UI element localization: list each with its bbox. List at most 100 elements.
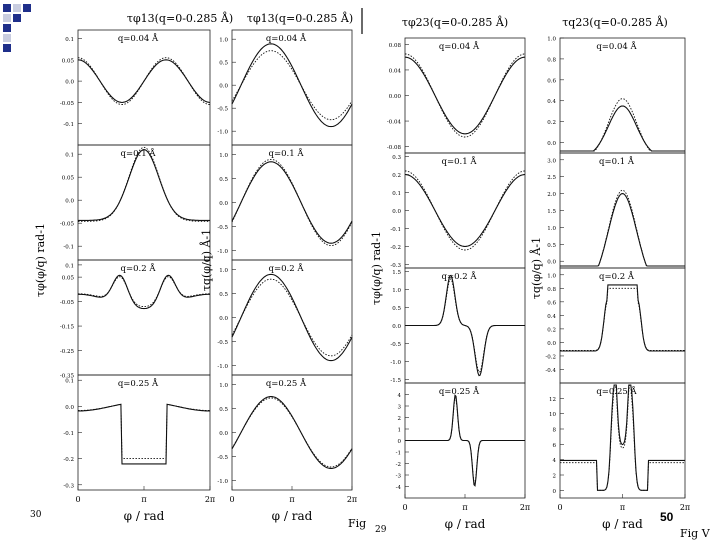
y-tick-label: -0.1: [390, 227, 401, 233]
panel-label: q=0.1 Å: [442, 155, 478, 167]
chart-panel: q=0.1 Å0.10.050.0-0.05-0.1: [60, 144, 211, 261]
series-line-dotted: [560, 384, 685, 491]
panel-frame: [559, 37, 686, 154]
x-axis-label: φ / rad: [124, 509, 165, 523]
y-tick-label: -0.05: [60, 300, 75, 306]
series-line-dotted: [231, 158, 353, 247]
series-line-solid: [405, 394, 525, 487]
y-tick-label: 0: [553, 489, 557, 495]
chart-panel: q=0.25 Å 1.0 0.5 0.0 -0.5 -1.0: [217, 374, 353, 491]
y-tick-label: 1.0: [547, 37, 556, 43]
panel-frame: [404, 37, 526, 154]
y-tick-label: 0.0: [392, 209, 401, 215]
chart-panel: q=0.04 Å 0.1 0.05 0.0 -0.05 -0.1: [60, 29, 211, 146]
panel-label: q=0.04 Å: [118, 32, 159, 44]
y-tick-label: 0: [398, 439, 402, 445]
x-tick-label: 0: [75, 495, 80, 504]
y-tick-label: 0.0: [65, 199, 74, 205]
y-tick-label: 0.5: [219, 292, 228, 298]
y-axis-label: τq(φ/q) Å-1: [199, 229, 213, 291]
panel-frame: [77, 144, 211, 261]
series-line-solid: [78, 274, 210, 310]
y-tick-label: 0.05: [62, 58, 75, 64]
panel-frame: [231, 29, 353, 146]
series-line-dotted: [405, 53, 525, 138]
chart-panel: q=0.1 Å 1.0 0.5 0.0 -0.5 -1.0: [217, 144, 353, 261]
panel-frame: [559, 152, 686, 269]
y-tick-label: -0.4: [545, 368, 556, 374]
series-line-dotted: [231, 50, 353, 121]
y-tick-label: 0.2: [392, 173, 401, 179]
chart-panel: q=0.25 Å 0.1 0.0 -0.1 -0.2 -0.3: [63, 374, 211, 491]
chart-panel: q=0.1 Å 3.0 2.5 2.0 1.5 1.0 0.5 0.0: [547, 152, 686, 269]
y-tick-label: 0.6: [547, 78, 556, 84]
series-line-solid: [405, 174, 525, 247]
y-tick-label: 1.5: [547, 209, 556, 215]
y-tick-label: 0.5: [219, 177, 228, 183]
chart-panel: q=0.2 Å 1.0 0.8 0.6 0.4 0.2 0.0 -0.2 -0.4: [545, 267, 686, 384]
y-axis-label: τφ(φ/q) rad-1: [370, 231, 383, 305]
figure-title: τφ13(q=0-0.285 Å): [247, 11, 353, 25]
series-line-dotted: [560, 189, 685, 267]
y-tick-label: -4: [396, 485, 402, 491]
divider-line: [361, 8, 363, 34]
fig-label-left: Fig: [348, 517, 366, 530]
series-line-dotted: [560, 98, 685, 152]
y-tick-label: -0.35: [60, 374, 75, 380]
series-line-solid: [231, 396, 353, 469]
panel-label: q=0.25 Å: [118, 377, 159, 389]
y-tick-label: 0.1: [392, 191, 401, 197]
y-tick-label: 6: [553, 443, 557, 449]
figure-tau-phi-23: τφ23(q=0-0.285 Å) τφ(φ/q) rad-1 φ / rad q=0…: [370, 15, 530, 531]
left-page-number: 30: [30, 510, 42, 520]
y-tick-label: -0.1: [63, 122, 74, 128]
y-tick-label: -1.0: [217, 479, 228, 485]
chart-panel: q=0.2 Å 1.0 0.5 0.0 -0.5 -1.0: [217, 259, 353, 376]
slide-page-number: 50: [660, 510, 674, 524]
y-tick-label: 0.0: [219, 201, 228, 207]
y-tick-label: 1.0: [219, 153, 228, 159]
series-line-dotted: [560, 287, 685, 351]
y-tick-label: 1.0: [219, 383, 228, 389]
panel-label: q=0.25 Å: [266, 377, 307, 389]
figure-title: τφ13(q=0-0.285 Å): [127, 11, 233, 25]
y-tick-label: 0.4: [547, 314, 556, 320]
y-tick-label: 0.3: [392, 155, 401, 161]
panel-label: q=0.2 Å: [599, 270, 635, 282]
y-tick-label: -0.08: [387, 145, 402, 151]
chart-panel: q=0.2 Å 0.1 0.05 -0.05 -0.15 -0.25 -0.35: [60, 259, 211, 380]
y-tick-label: 2: [553, 474, 557, 480]
chart-panel: q=0.04 Å 0.08 0.04 0.00 -0.04 -0.08: [387, 37, 526, 154]
chart-panel: q=0.2 Å 1.5 1.0 0.5 0.0 -0.5 -1.0 -1.5: [390, 267, 526, 384]
y-tick-label: 0.2: [547, 120, 556, 126]
series-line-dotted: [78, 403, 210, 460]
chart-panel: q=0.04 Å 1.0 0.8 0.6 0.4 0.2 0.0: [547, 37, 686, 154]
y-tick-label: 1.0: [219, 38, 228, 44]
chart-panel: q=0.25 Å 4 3 2 1 0 -1 -2 -3 -4: [396, 382, 526, 499]
x-axis-label: φ / rad: [272, 509, 313, 523]
y-tick-label: 0.00: [389, 94, 402, 100]
x-tick-label: 2π: [680, 503, 690, 512]
x-tick-label: 0: [557, 503, 562, 512]
y-tick-label: 0.0: [547, 260, 556, 266]
y-tick-label: 0.8: [547, 287, 556, 293]
panel-label: q=0.2 Å: [269, 262, 305, 274]
y-tick-label: 0.5: [219, 61, 228, 67]
y-tick-label: -0.3: [63, 483, 74, 489]
y-tick-label: 10: [549, 412, 556, 418]
y-tick-label: -0.3: [390, 263, 401, 269]
y-tick-label: 0.5: [547, 243, 556, 249]
panel-label: q=0.04 Å: [439, 40, 480, 52]
series-line-dotted: [231, 397, 353, 468]
series-line-solid: [560, 384, 685, 491]
x-tick-label: π: [462, 503, 467, 512]
x-tick-label: 0: [229, 495, 234, 504]
series-line-dotted: [405, 170, 525, 251]
panel-frame: [231, 374, 353, 491]
panel-frame: [231, 259, 353, 376]
y-tick-label: 8: [553, 428, 557, 434]
y-tick-label: 2.0: [547, 192, 556, 198]
y-tick-label: 0.0: [219, 316, 228, 322]
y-tick-label: 1: [398, 428, 402, 434]
y-tick-label: 2: [398, 416, 402, 422]
